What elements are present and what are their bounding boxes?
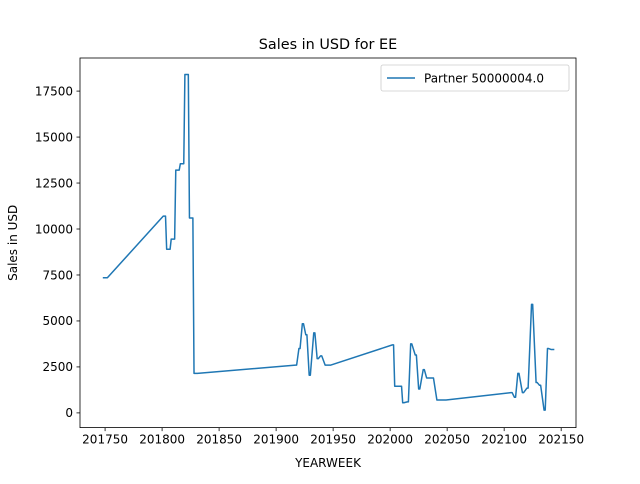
y-tick-label: 10000 [35,222,73,236]
axes-frame [79,57,577,429]
chart-title: Sales in USD for EE [259,37,397,53]
x-axis-label: YEARWEEK [294,456,362,470]
y-tick-label: 15000 [35,130,73,144]
series-line-0 [102,73,555,411]
y-tick-label: 7500 [42,268,73,282]
x-tick-label: 201900 [253,433,299,447]
x-tick-label: 201800 [139,433,185,447]
x-tick-label: 201850 [196,433,242,447]
x-tick-label: 202100 [481,433,527,447]
y-axis: 0 2500 5000 7500 10000 12500 15000 17500 [35,84,80,420]
y-tick-label: 5000 [42,314,73,328]
legend: Partner 50000004.0 [380,64,570,92]
legend-label: Partner 50000004.0 [424,72,544,86]
y-tick-label: 12500 [35,176,73,190]
x-tick-label: 202000 [367,433,413,447]
plot-content [102,73,555,411]
x-axis: 201750 201800 201850 201900 201950 202000 2020… [82,427,584,447]
x-tick-label: 201750 [82,433,128,447]
y-tick-label: 17500 [35,84,73,98]
x-tick-label: 202150 [538,433,584,447]
x-tick-label: 202050 [424,433,470,447]
y-tick-label: 2500 [42,360,73,374]
legend-box [380,64,570,92]
y-axis-label: Sales in USD [6,205,20,281]
y-tick-label: 0 [65,406,73,420]
x-tick-label: 201950 [310,433,356,447]
